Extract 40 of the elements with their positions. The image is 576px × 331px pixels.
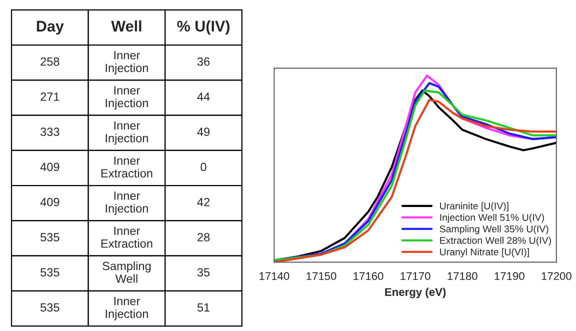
legend-label: Sampling Well 35% U(IV) [440, 225, 548, 234]
text: 409 [40, 162, 60, 172]
text: 333 [40, 128, 60, 136]
text: Inner Injection [106, 192, 148, 215]
text: 258 [40, 57, 60, 66]
text: 36 [197, 57, 210, 66]
x-axis-title: Energy (eV) [385, 288, 446, 298]
text: Inner Extraction [101, 226, 152, 248]
text: Inner Injection [106, 121, 148, 145]
x-tick-label: 17180 [448, 272, 478, 280]
text: 42 [197, 198, 210, 206]
x-tick-label: 17160 [354, 272, 384, 280]
text: 0 [200, 162, 206, 172]
text: 409 [40, 198, 60, 206]
x-tick-label: 17190 [494, 272, 524, 280]
text: 535 [40, 233, 60, 242]
text: 44 [197, 92, 210, 101]
text: Sampling Well [102, 261, 151, 283]
legend-label: Extraction Well 28% U(IV) [440, 236, 551, 246]
text: 535 [40, 268, 60, 277]
category-label: Well [111, 20, 142, 32]
text: Inner Injection [106, 51, 148, 74]
x-tick-label: 17200 [542, 272, 572, 280]
x-tick-label: 17150 [306, 272, 336, 280]
legend-label: Uranyl Nitrate [U(VI)] [440, 248, 529, 258]
text: 28 [198, 233, 210, 242]
category-label: % U(IV) [177, 20, 230, 35]
x-tick-label: 17170 [400, 272, 430, 280]
text: 271 [40, 92, 60, 101]
x-tick-label: 17140 [260, 272, 290, 280]
category-label: Day [36, 20, 64, 35]
text: Inner Injection [106, 86, 148, 110]
legend-label: Injection Well 51% U(IV) [440, 214, 544, 223]
text: 35 [197, 268, 210, 277]
text: Inner Extraction [101, 156, 152, 178]
text: Inner Injection [106, 297, 148, 320]
text: 49 [197, 128, 210, 136]
text: 51 [197, 303, 210, 312]
text: 535 [40, 303, 60, 312]
legend-label: Uraninite [U(IV)] [440, 202, 508, 212]
